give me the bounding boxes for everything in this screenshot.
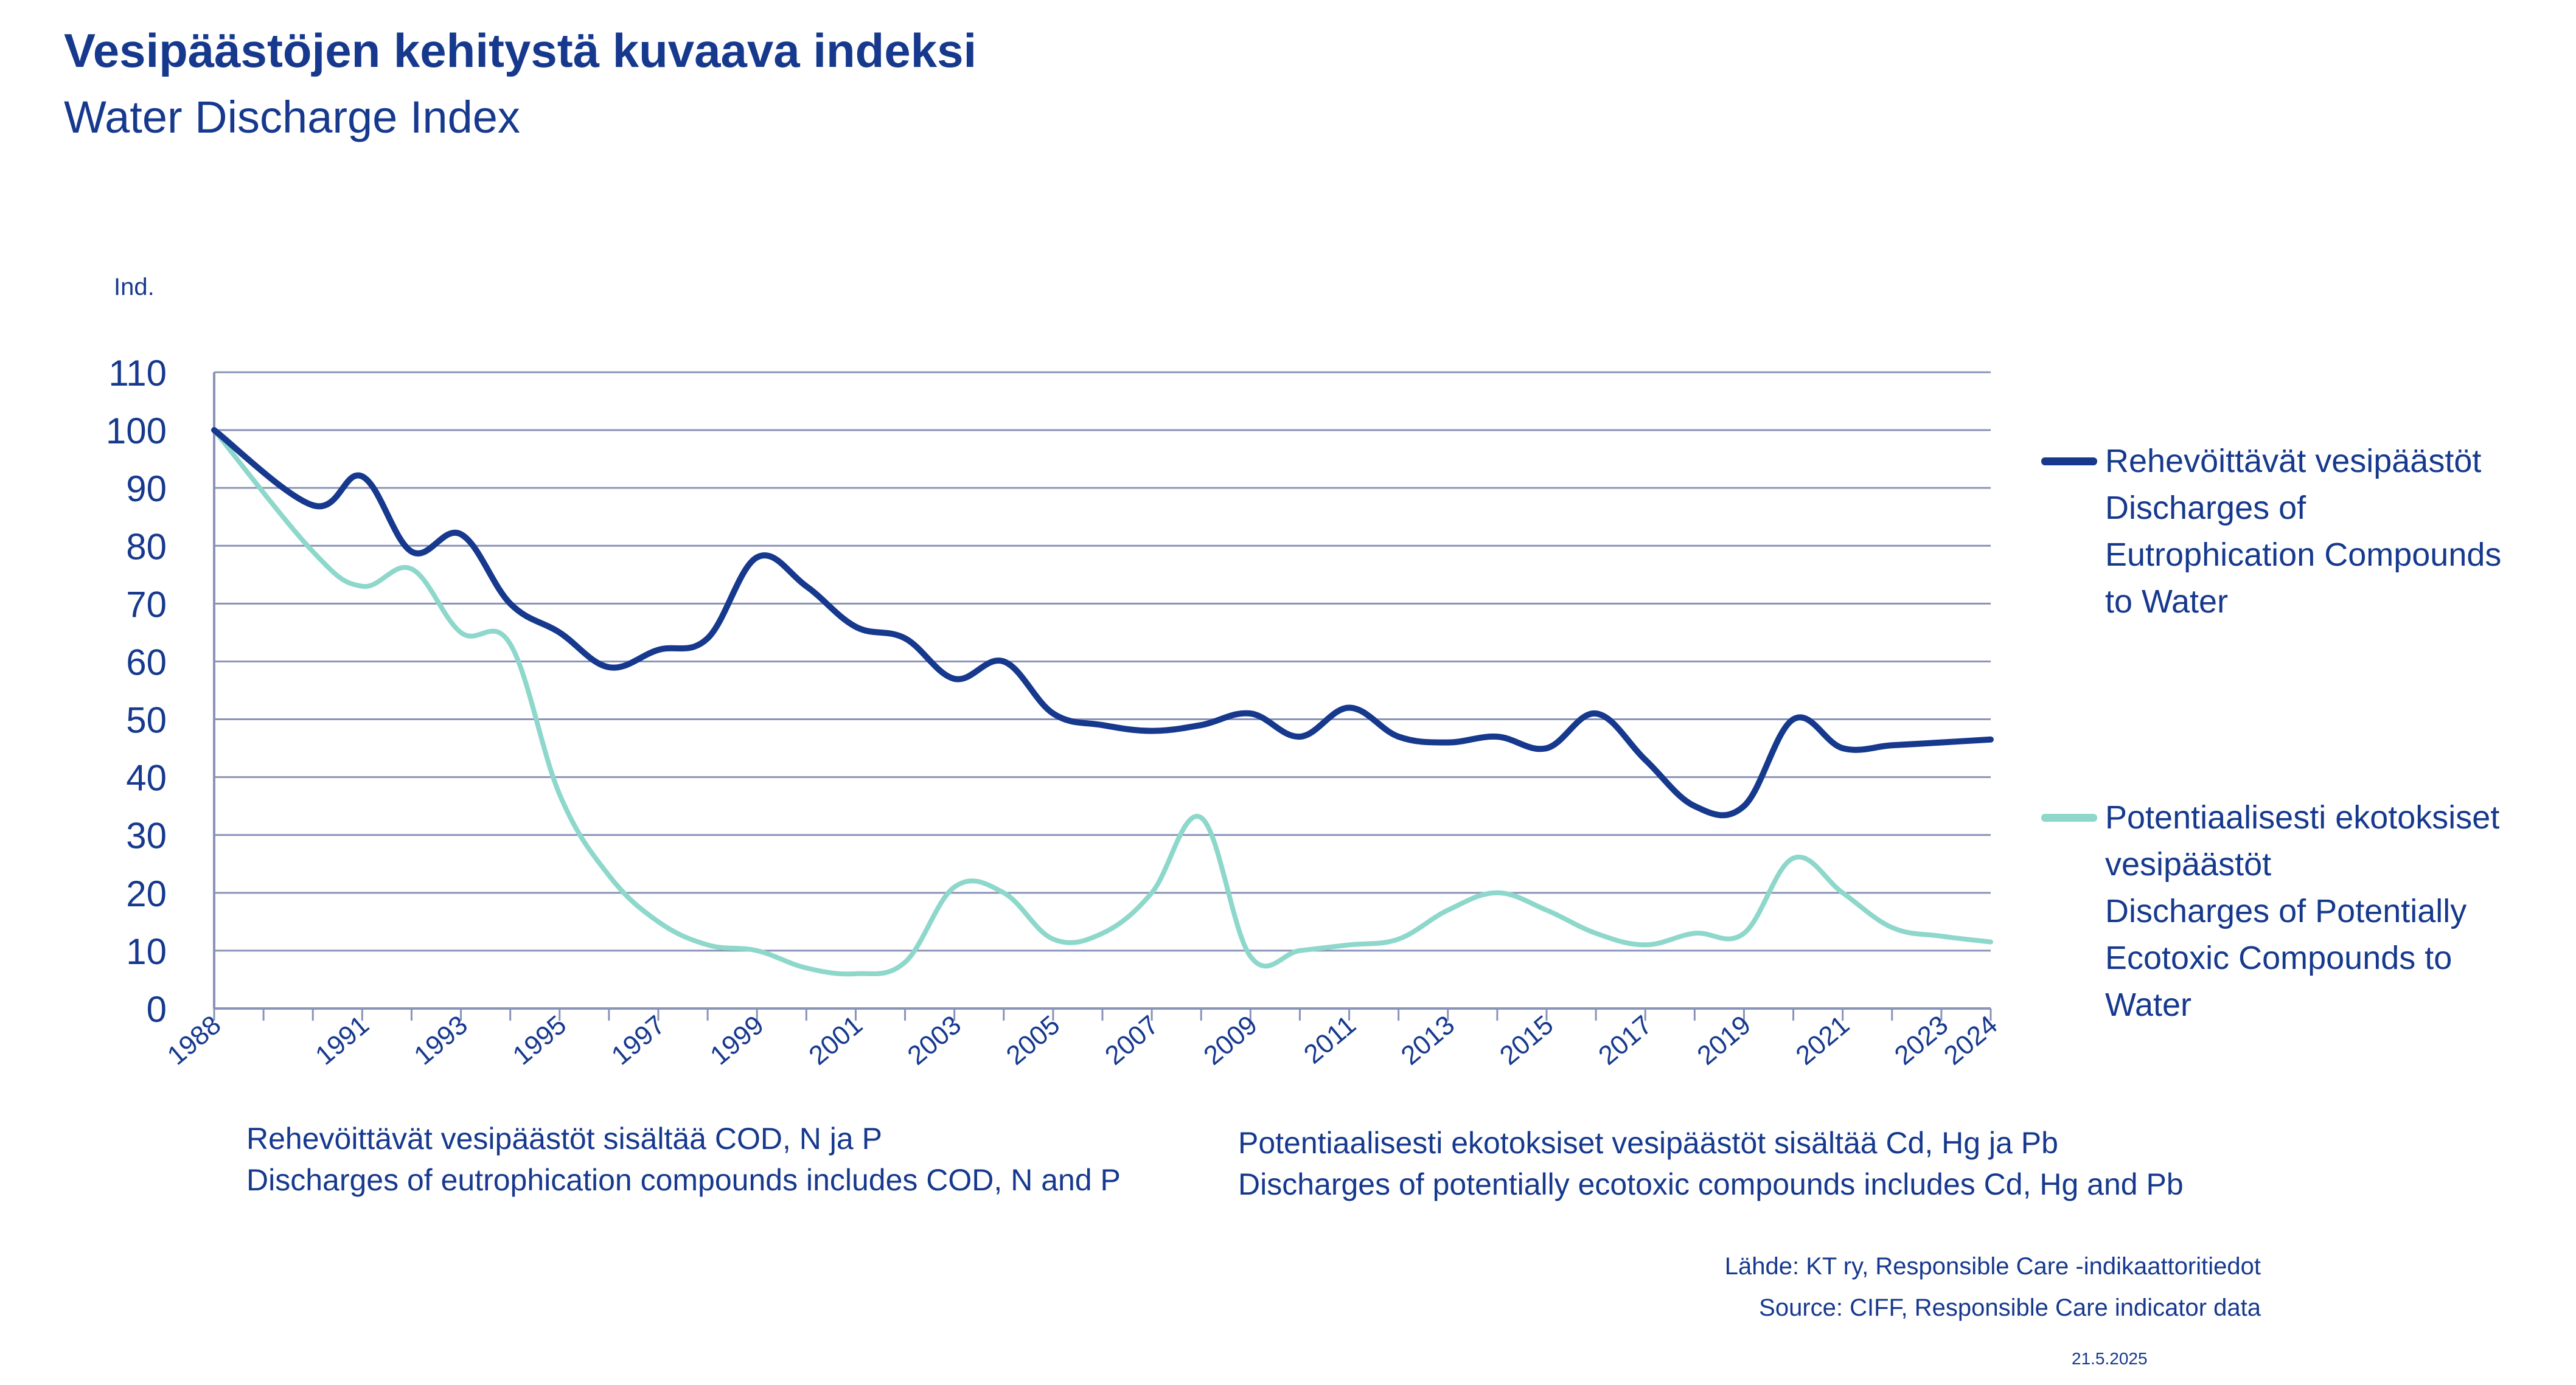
x-tick-label: 2024	[1938, 1010, 2003, 1071]
x-tick-label: 1991	[310, 1010, 374, 1071]
legend-label-eutrophication: Rehevöittävät vesipäästöt Discharges of …	[2105, 443, 2502, 620]
x-tick-label: 2021	[1791, 1010, 1855, 1071]
y-tick-label: 90	[126, 468, 167, 509]
x-tick-label: 1993	[408, 1010, 473, 1071]
axes	[213, 372, 1992, 1021]
x-tick-label: 2011	[1298, 1010, 1362, 1069]
x-tick-label: 1999	[705, 1010, 769, 1071]
note-eutrophication: Rehevöittävät vesipäästöt sisältää COD, …	[246, 1122, 1121, 1197]
y-tick-label: 0	[147, 989, 167, 1030]
series-line-ecotoxic	[212, 428, 1993, 977]
series-lines	[211, 427, 1994, 977]
y-tick-label: 50	[126, 700, 167, 741]
y-tick-label: 70	[126, 584, 167, 625]
x-tick-label: 1988	[162, 1010, 226, 1071]
x-tick-label: 2001	[803, 1010, 868, 1071]
x-tick-label: 1997	[606, 1010, 670, 1071]
y-tick-label: 110	[108, 353, 167, 394]
y-tick-label: 40	[126, 758, 167, 799]
series-line-eutrophication	[211, 427, 1994, 819]
x-tick-label: 2003	[902, 1010, 967, 1071]
x-tick-label: 2005	[1001, 1010, 1065, 1071]
gridlines	[214, 371, 1991, 952]
date-label: 21.5.2025	[2072, 1349, 2148, 1368]
x-tick-label: 2007	[1099, 1010, 1164, 1071]
x-tick-label: 1995	[507, 1010, 572, 1071]
x-tick-label: 2019	[1691, 1010, 1756, 1071]
legend-swatch-eutrophication	[2041, 457, 2097, 465]
x-tick-label: 2009	[1198, 1010, 1262, 1071]
legend-label-ecotoxic: Potentiaalisesti ekotoksiset vesipäästöt…	[2105, 799, 2500, 1023]
x-tick-label: 2017	[1593, 1010, 1657, 1071]
y-axis-label: Ind.	[114, 274, 155, 300]
x-tick-label: 2015	[1494, 1010, 1559, 1071]
y-tick-label: 30	[126, 816, 167, 856]
x-tick-label: 2013	[1396, 1010, 1460, 1071]
legend-swatch-ecotoxic	[2041, 814, 2097, 822]
note-ecotoxic: Potentiaalisesti ekotoksiset vesipäästöt…	[1238, 1126, 2184, 1201]
x-tick-labels: 1988 1991 1993 1995 1997 1999 2001 2003 2005 2007…	[162, 1010, 2003, 1071]
y-tick-label: 60	[126, 642, 167, 682]
y-tick-label: 10	[126, 931, 167, 972]
chart-subtitle: Water Discharge Index	[64, 92, 520, 142]
y-tick-label: 80	[126, 526, 167, 567]
x-tick-label: 2023	[1889, 1010, 1954, 1071]
y-tick-label: 100	[106, 411, 167, 451]
y-tick-label: 20	[126, 873, 167, 914]
y-tick-labels: 0 10 20 30 40 50 60 70 80 90 100 110	[106, 353, 167, 1030]
chart-title: Vesipäästöjen kehitystä kuvaava indeksi	[64, 24, 977, 77]
source-note: Lähde: KT ry, Responsible Care -indikaat…	[1724, 1253, 2261, 1321]
